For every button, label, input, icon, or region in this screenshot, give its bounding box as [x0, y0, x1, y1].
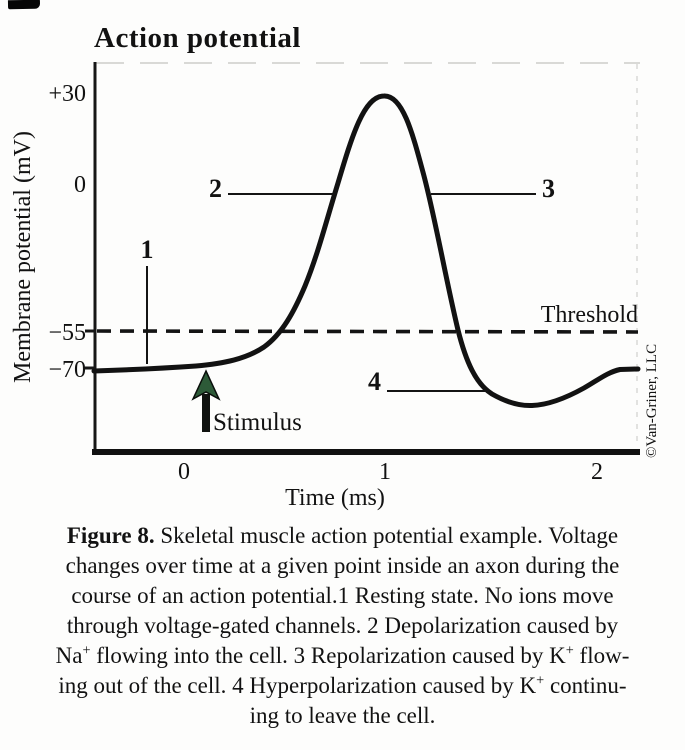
phase-label-1: 1 [141, 235, 154, 264]
chart-title: Action potential [94, 22, 301, 54]
superscript-plus: + [536, 672, 545, 689]
caption-text: flow- [573, 643, 630, 668]
x-tick-label-2: 2 [591, 459, 603, 485]
phase-label-2: 2 [209, 174, 222, 203]
copyright-watermark: ©Van-Griner, LLC [644, 344, 660, 458]
caption-text: continu- [544, 673, 627, 698]
threshold-label: Threshold [541, 302, 638, 328]
caption-figure-number: Figure 8. [66, 523, 155, 548]
caption-line-7: ing to leave the cell. [249, 703, 436, 728]
caption-text: Skeletal muscle action potential example… [154, 523, 619, 548]
superscript-plus: + [565, 642, 574, 659]
stimulus-arrow-stem [202, 394, 210, 432]
action-potential-chart: 1 2 3 4 Threshold Stimulus +30 0 −55 −70… [10, 62, 660, 511]
superscript-plus: + [82, 642, 91, 659]
y-tick-label-0: 0 [74, 172, 86, 198]
figure-caption: Figure 8. Skeletal muscle action potenti… [0, 521, 685, 731]
y-tick-label-minus55: −55 [48, 320, 86, 346]
y-axis-title: Membrane potential (mV) [10, 131, 36, 383]
phase-label-3: 3 [542, 174, 555, 203]
caption-line-4: through voltage-gated channels. 2 Depola… [66, 613, 619, 638]
threshold-line [96, 329, 639, 334]
caption-line-5: Na+ flowing into the cell. 3 Repolarizat… [0, 641, 685, 671]
membrane-potential-curve [91, 93, 641, 409]
y-tick-label-plus30: +30 [48, 81, 86, 107]
caption-line-3: course of an action potential.1 Resting … [71, 583, 614, 608]
x-axis-title: Time (ms) [285, 485, 385, 511]
caption-line-6: ing out of the cell. 4 Hyperpolarization… [0, 671, 685, 701]
caption-text: ing out of the cell. 4 Hyperpolarization… [58, 673, 537, 698]
phase-label-4: 4 [368, 367, 381, 396]
y-tick-label-minus70: −70 [48, 357, 86, 383]
caption-line-1: Figure 8. Skeletal muscle action potenti… [0, 521, 685, 551]
stimulus-label: Stimulus [213, 409, 302, 436]
x-tick-label-1: 1 [379, 459, 391, 485]
caption-line-2: changes over time at a given point insid… [65, 553, 620, 578]
caption-text: Na [55, 643, 83, 668]
x-tick-label-0: 0 [178, 459, 190, 485]
stimulus-arrow-head [191, 369, 221, 401]
caption-text: flowing into the cell. 3 Repolarization … [90, 643, 566, 668]
